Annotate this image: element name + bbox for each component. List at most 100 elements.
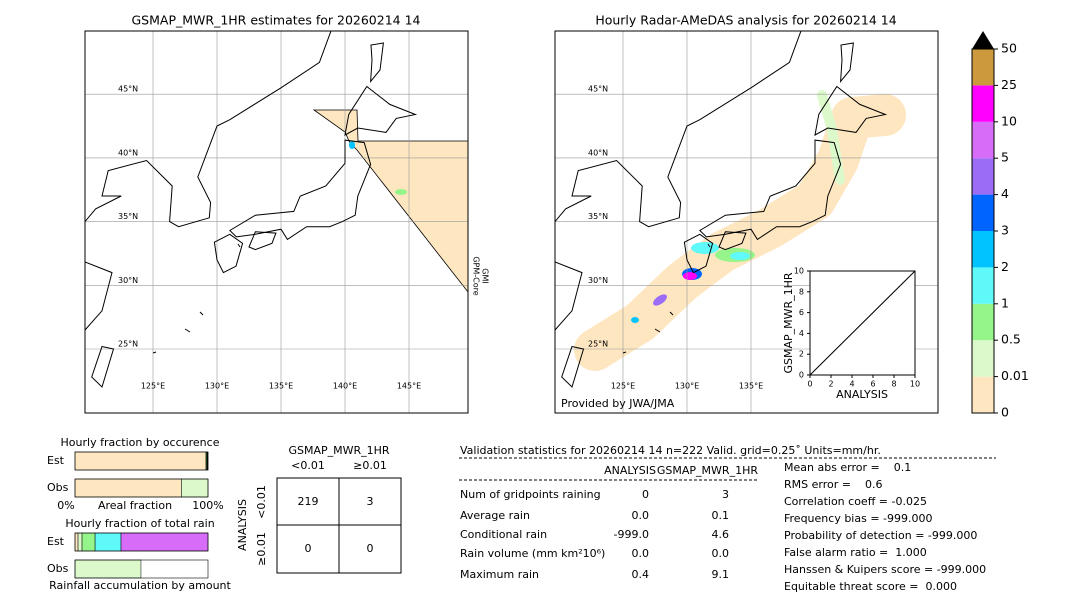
lat-label: 40°N: [588, 148, 608, 157]
score: Probability of detection = -999.000: [784, 529, 977, 542]
row-label: ≥0.01: [255, 532, 268, 566]
stats: Validation statistics for 20260214 14 n=…: [459, 444, 996, 593]
score: Hanssen & Kuipers score = -999.000: [784, 563, 986, 576]
lat-label: 25°N: [118, 340, 138, 349]
axis-label: 0%: [57, 499, 74, 512]
bar-segment: [81, 532, 96, 552]
colorbar-segment: [972, 121, 994, 159]
row-label: <0.01: [255, 485, 268, 519]
lat-label: 35°N: [118, 212, 138, 221]
lon-label: 125°E: [611, 382, 635, 391]
bar-frame: [74, 559, 209, 579]
lon-label: 125°E: [141, 382, 165, 391]
lon-label: 135°E: [739, 382, 763, 391]
score: RMS error = 0.6: [784, 478, 882, 491]
bar-segment: [74, 532, 79, 552]
cell: 0: [367, 542, 374, 555]
stats-title: Validation statistics for 20260214 14 n=…: [460, 444, 881, 457]
colorbar-label: 0.01: [1001, 368, 1029, 383]
y-tick-label: 8: [799, 287, 804, 296]
cell: 219: [298, 495, 319, 508]
stat-label: Average rain: [460, 509, 530, 522]
colorbar-segment: [972, 340, 994, 377]
stat-value: 3: [722, 488, 729, 501]
colorbar-segment: [972, 231, 994, 268]
bar-frame: [74, 532, 209, 552]
left-map-title: GSMAP_MWR_1HR estimates for 20260214 14: [132, 13, 421, 28]
lat-label: 35°N: [588, 212, 608, 221]
row-label: Est: [47, 535, 65, 548]
lon-label: 145°E: [397, 382, 421, 391]
colorbar-label: 50: [1001, 41, 1017, 56]
colorbar-segment: [972, 85, 994, 122]
x-tick-label: 0: [807, 380, 812, 389]
lat-label: 25°N: [588, 340, 608, 349]
credit: Provided by JWA/JMA: [561, 397, 675, 410]
colorbar-segment: [972, 267, 994, 304]
stat-label: Maximum rain: [460, 568, 539, 581]
lat-label: 45°N: [118, 85, 138, 94]
axis-label: 100%: [192, 499, 223, 512]
stat-label: Conditional rain: [460, 528, 547, 541]
occurrence-title: Hourly fraction by occurence: [61, 436, 220, 449]
lat-label: 30°N: [588, 276, 608, 285]
lat-label: 40°N: [118, 148, 138, 157]
row-title: ANALYSIS: [236, 499, 249, 551]
stat-value: 0.0: [632, 547, 650, 560]
colorbar-label: 1: [1001, 295, 1009, 310]
stat-value: 0.0: [712, 547, 730, 560]
axis-label: Areal fraction: [98, 499, 172, 512]
row-label: Est: [47, 454, 65, 467]
stat-label: Rain volume (mm km²10⁶): [460, 547, 605, 560]
bar-segment: [77, 532, 83, 552]
stat-value: 9.1: [712, 568, 730, 581]
x-tick-label: 8: [891, 380, 896, 389]
bar-segment: [74, 451, 207, 471]
lon-label: 135°E: [269, 382, 293, 391]
bar-segment: [74, 478, 182, 498]
scatter-inset: ANALYSIS GSMAP_MWR_1HR 0 2 4 6 8 10 0 2 4 6 8 10: [782, 267, 920, 402]
sensor-label: GMI: [481, 268, 490, 283]
score: Equitable threat score = 0.000: [784, 580, 957, 593]
cell: 0: [305, 542, 312, 555]
y-tick-label: 2: [799, 350, 804, 359]
score: False alarm ratio = 1.000: [784, 546, 927, 559]
lat-label: 30°N: [118, 276, 138, 285]
colorbar-label: 25: [1001, 77, 1017, 92]
x-tick-label: 4: [849, 380, 854, 389]
sensor-label: GPM-Core: [472, 256, 481, 295]
bar-segment: [120, 532, 209, 552]
left-map-frame: [84, 30, 469, 414]
colorbar-segment: [972, 158, 994, 195]
cell: 3: [367, 495, 374, 508]
lon-label: 130°E: [205, 382, 229, 391]
score: Frequency bias = -999.000: [784, 512, 933, 525]
stat-value: 0.1: [712, 509, 730, 522]
colorbar-label: 10: [1001, 113, 1017, 128]
colorbar-label: 3: [1001, 223, 1009, 238]
colorbar-extend: [972, 31, 994, 49]
colorbar-label: 5: [1001, 150, 1009, 165]
right-map-title: Hourly Radar-AMeDAS analysis for 2026021…: [595, 13, 896, 28]
stat-value: 4.6: [712, 528, 730, 541]
bar-frame: [74, 478, 209, 498]
lon-label: 140°E: [333, 382, 357, 391]
col-label: <0.01: [291, 459, 325, 472]
colorbar-segment: [972, 49, 994, 86]
stat-value: 0.4: [632, 568, 650, 581]
row-label: Obs: [47, 562, 69, 575]
col-header: GSMAP_MWR_1HR: [657, 464, 758, 477]
bar-segment: [181, 478, 209, 498]
left-map: 45°N 40°N 35°N 30°N 25°N 125°E 130°E 135°E 140°E…: [85, 31, 468, 413]
x-tick-label: 6: [870, 380, 875, 389]
total-rain-caption: Rainfall accumulation by amount: [49, 579, 231, 592]
total-rain-title: Hourly fraction of total rain: [65, 517, 214, 530]
y-tick-label: 6: [799, 308, 804, 317]
col-title: GSMAP_MWR_1HR: [288, 444, 389, 457]
colorbar-label: 4: [1001, 186, 1009, 201]
row-label: Obs: [47, 481, 69, 494]
colorbar: 0 0.01 0.5 1 2 3 4 5 10 25 50: [971, 31, 1029, 420]
colorbar-label: 0.5: [1001, 332, 1021, 347]
stat-label: Num of gridpoints raining: [460, 488, 601, 501]
